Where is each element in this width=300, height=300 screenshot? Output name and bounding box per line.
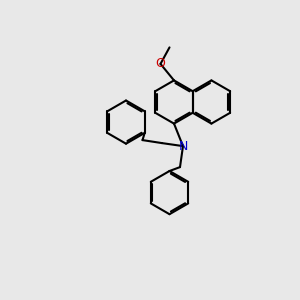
Text: O: O (156, 57, 165, 70)
Text: N: N (178, 140, 188, 153)
